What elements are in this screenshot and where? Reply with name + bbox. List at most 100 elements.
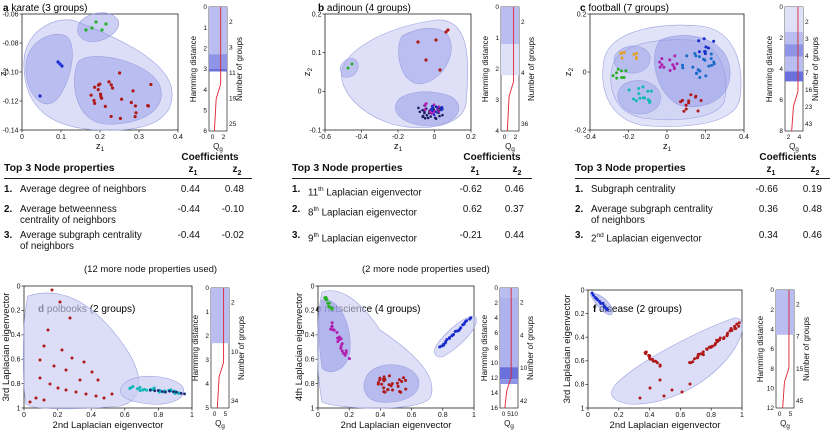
row-property: Average subgraph centrality of neighbors	[20, 230, 142, 252]
data-point	[429, 107, 433, 111]
table-row: 2. Average betweenness centrality of neigh…	[4, 204, 174, 228]
y-tick-label: 0.2	[305, 308, 315, 315]
hamming-tick: 4	[770, 327, 774, 334]
data-point	[737, 321, 741, 325]
data-point	[445, 338, 449, 342]
data-point	[64, 388, 68, 392]
group-tick: 2	[805, 19, 809, 26]
data-point	[707, 64, 711, 68]
data-point	[689, 93, 693, 97]
groups-axis-label: Number of groups	[802, 317, 811, 381]
data-point	[421, 115, 425, 119]
data-point	[387, 374, 391, 378]
data-point	[696, 109, 700, 113]
data-point	[668, 68, 672, 72]
data-point	[336, 340, 340, 344]
data-point	[681, 66, 685, 70]
hamming-tick: 12	[491, 375, 499, 382]
x-tick-label: 0.2	[53, 412, 63, 419]
x-axis-label: 2nd Laplacian eigenvector	[53, 420, 164, 430]
data-point	[99, 94, 103, 98]
qg-tick: 5	[224, 411, 228, 418]
table-row: 3. Average subgraph centrality of neighbor…	[4, 230, 174, 254]
cluster-blue	[438, 316, 473, 349]
hamming-tick: 0	[495, 4, 499, 11]
group-tick: 23	[805, 104, 813, 111]
cluster-blue	[38, 60, 64, 98]
x-tick-label: -0.2	[622, 134, 634, 141]
data-point	[164, 390, 167, 394]
hamming-tick: 2	[205, 333, 209, 340]
data-point	[425, 113, 429, 117]
y-tick-label: 0	[583, 69, 587, 76]
data-point	[110, 86, 115, 90]
data-point	[590, 291, 594, 295]
svg-text:z2: z2	[563, 67, 575, 76]
x-tick-label: 0	[665, 134, 669, 141]
data-point	[84, 28, 88, 32]
row-property: Subgraph centrality	[591, 184, 676, 195]
cluster-magenta	[658, 54, 679, 72]
hamming-tick: 0	[203, 4, 207, 11]
data-point	[701, 350, 705, 354]
group-tick: 25	[229, 121, 237, 128]
x-tick-label: 0.8	[154, 412, 164, 419]
data-point	[423, 108, 427, 111]
x-tick-label: 0.4	[376, 412, 386, 419]
svg-text:Hamming distance: Hamming distance	[191, 314, 200, 381]
x-tick-label: -0.4	[355, 134, 367, 141]
x-tick-label: 0.2	[95, 134, 105, 141]
svg-text:z2: z2	[0, 67, 10, 76]
data-point	[42, 344, 46, 348]
hamming-tick: 1	[495, 35, 499, 42]
data-point	[378, 376, 382, 380]
row-number: 2.	[575, 204, 584, 215]
data-point	[693, 52, 697, 56]
hamming-axis-label: Hamming distance	[191, 314, 200, 381]
x-tick-label: 0.6	[407, 412, 417, 419]
groups-axis-label: Number of groups	[526, 316, 535, 380]
coef-column-z1: z1	[766, 164, 776, 177]
data-point	[622, 50, 626, 54]
data-point	[432, 113, 436, 117]
data-point	[386, 388, 390, 392]
y-tick-label: 0	[17, 283, 21, 290]
data-point	[396, 384, 400, 388]
data-point	[632, 52, 636, 56]
svg-text:Number of groups: Number of groups	[526, 316, 535, 380]
row-number: 2.	[292, 204, 301, 215]
data-point	[624, 69, 628, 73]
group-band	[785, 71, 803, 82]
data-point	[424, 58, 428, 62]
y-tick-label: 0.8	[11, 381, 21, 388]
cluster-red	[28, 288, 114, 404]
data-point	[652, 359, 656, 363]
data-point	[107, 80, 111, 84]
x-tick-label: 0.8	[438, 412, 448, 419]
group-band	[501, 7, 519, 45]
group-tick: 7	[796, 334, 800, 341]
y-tick-label: 0.4	[305, 332, 315, 339]
coef-value: 0.48	[802, 204, 822, 215]
hamming-tick: 10	[491, 360, 499, 367]
x-tick-label: 1	[472, 412, 476, 419]
data-point	[658, 378, 662, 382]
svg-text:Qg: Qg	[780, 419, 790, 430]
svg-text:Number of groups: Number of groups	[802, 317, 811, 381]
cluster-red	[643, 350, 662, 368]
group-tick: 42	[520, 398, 528, 405]
data-point	[82, 360, 86, 364]
svg-text:Hamming distance: Hamming distance	[189, 35, 198, 102]
data-point	[705, 347, 709, 351]
data-point	[344, 349, 348, 353]
cluster-navy	[148, 388, 186, 396]
svg-text:z2: z2	[302, 67, 314, 76]
data-point	[615, 76, 619, 80]
data-point	[596, 298, 600, 302]
data-point	[404, 387, 408, 391]
y-tick-label: 0.1	[312, 50, 322, 57]
data-point	[619, 52, 623, 56]
y-tick-label: 0.4	[575, 335, 585, 342]
hamming-tick: 0	[494, 285, 498, 292]
